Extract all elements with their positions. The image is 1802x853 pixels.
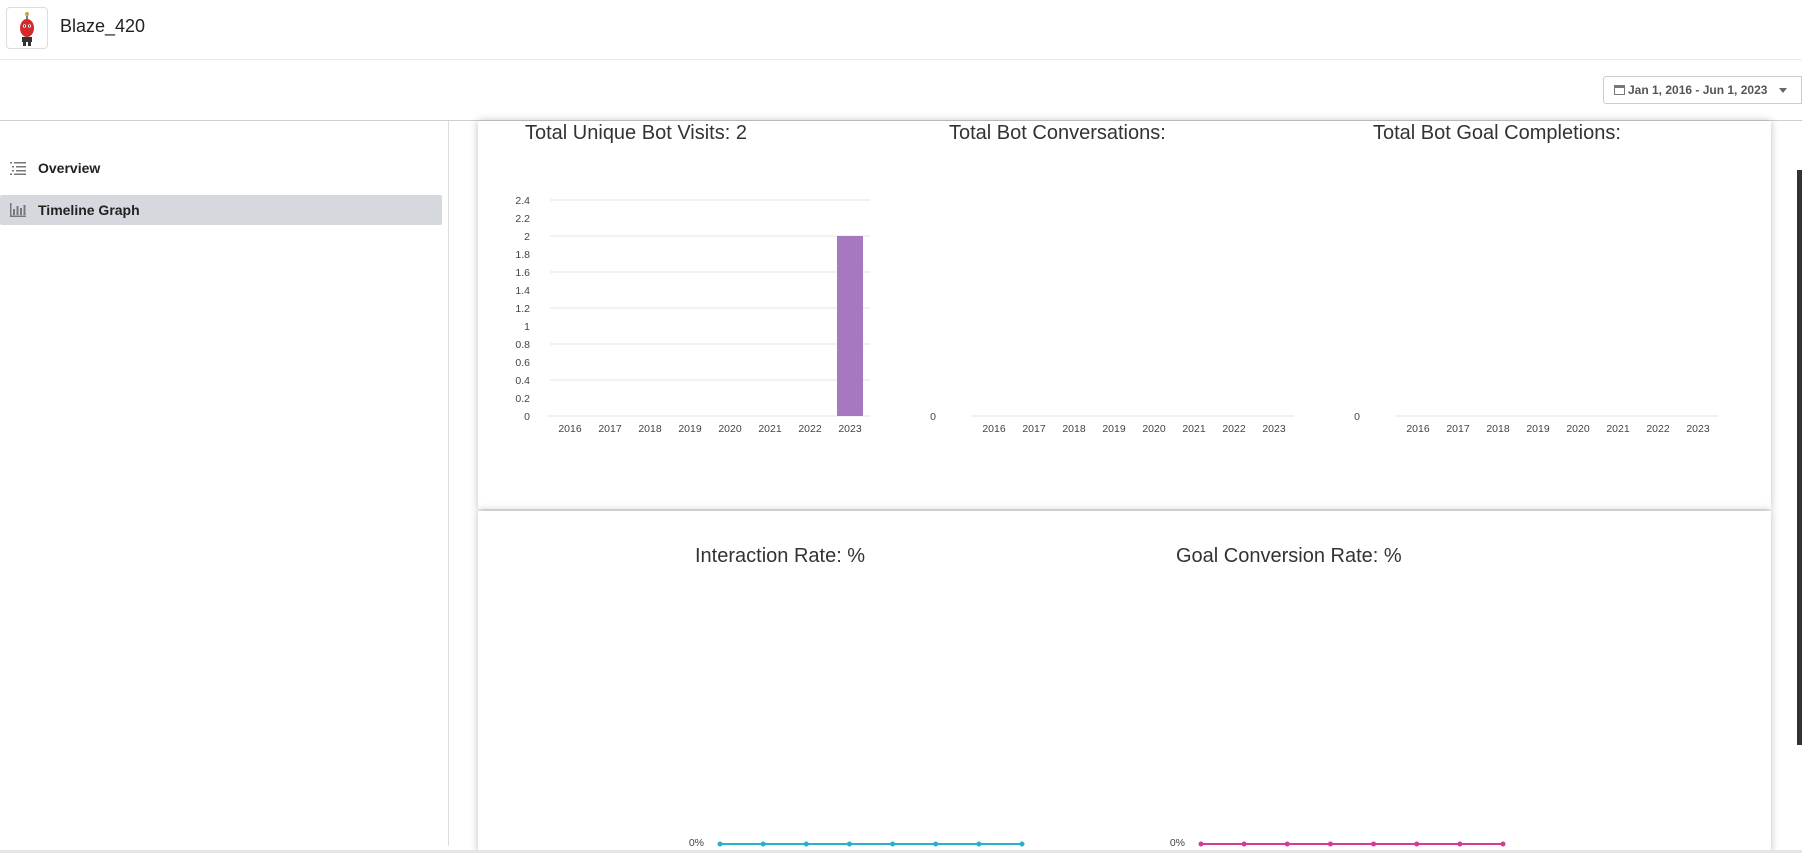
data-point <box>1457 841 1463 847</box>
bar-chart-icon <box>10 203 26 217</box>
y-tick-label: 1 <box>524 321 530 333</box>
list-icon <box>10 162 26 175</box>
conversations-chart: 0 2016 2017 2018 2019 2020 2021 2022 2023 <box>930 411 1294 435</box>
date-range-label: Jan 1, 2016 - Jun 1, 2023 <box>1628 83 1768 97</box>
y-tick-label: 2 <box>524 231 530 243</box>
x-tick-label: 2016 <box>982 423 1006 435</box>
x-tick-label: 2018 <box>1062 423 1086 435</box>
interaction-rate-chart: 0% <box>689 837 1025 849</box>
x-tick-label: 2017 <box>1446 423 1470 435</box>
x-tick-label: 2016 <box>558 423 582 435</box>
x-tick-label: 2016 <box>1406 423 1430 435</box>
x-tick-label: 2023 <box>1262 423 1286 435</box>
y-tick-label: 2.2 <box>515 213 530 225</box>
data-point <box>1371 841 1377 847</box>
red-robot-avatar-icon <box>20 12 34 46</box>
bot-avatar[interactable] <box>6 7 48 49</box>
unique-visits-chart: 0 0.2 0.4 0.6 0.8 1 1.2 1.4 1.6 1.8 2 2.2 2.4 2016 201… <box>515 195 870 435</box>
data-point <box>976 841 982 847</box>
y-tick-label: 0.6 <box>515 357 530 369</box>
y-tick-label: 0% <box>1170 837 1185 849</box>
sidebar-item-label: Overview <box>38 160 101 176</box>
y-tick-label: 0 <box>930 411 936 423</box>
x-tick-label: 2020 <box>1566 423 1590 435</box>
data-point <box>1198 841 1204 847</box>
bot-name: Blaze_420 <box>60 16 146 36</box>
rate-charts-panel: Interaction Rate: % Goal Conversion Rate… <box>478 511 1771 853</box>
top-bar: Blaze_420 <box>0 0 1802 60</box>
y-tick-label: 1.8 <box>515 249 530 261</box>
sidebar-item-timeline-graph[interactable]: Timeline Graph <box>0 195 442 225</box>
caret-down-icon <box>1779 88 1787 93</box>
data-point <box>1327 841 1333 847</box>
y-tick-label: 0.2 <box>515 393 530 405</box>
x-tick-label: 2022 <box>798 423 822 435</box>
sidebar-item-label: Timeline Graph <box>38 202 140 218</box>
data-point <box>760 841 766 847</box>
data-point <box>1284 841 1290 847</box>
y-tick-label: 0% <box>689 837 704 849</box>
x-tick-label: 2018 <box>638 423 662 435</box>
sidebar: Overview Timeline Graph <box>0 121 449 846</box>
data-point <box>1241 841 1247 847</box>
filter-bar: Jan 1, 2016 - Jun 1, 2023 <box>0 60 1802 121</box>
x-tick-label: 2022 <box>1222 423 1246 435</box>
x-tick-label: 2017 <box>598 423 622 435</box>
x-tick-label: 2019 <box>1102 423 1126 435</box>
goal-completions-title: Total Bot Goal Completions: <box>1373 122 1621 144</box>
x-tick-label: 2020 <box>718 423 742 435</box>
goal-completions-chart: 0 2016 2017 2018 2019 2020 2021 2022 2023 <box>1354 411 1718 435</box>
y-tick-label: 1.4 <box>515 285 530 297</box>
sidebar-item-overview[interactable]: Overview <box>0 153 442 183</box>
y-tick-label: 1.6 <box>515 267 530 279</box>
calendar-icon <box>1614 85 1625 95</box>
x-tick-label: 2017 <box>1022 423 1046 435</box>
x-tick-label: 2018 <box>1486 423 1510 435</box>
scrollbar[interactable] <box>1797 170 1802 745</box>
date-range-picker[interactable]: Jan 1, 2016 - Jun 1, 2023 <box>1603 76 1802 104</box>
x-tick-label: 2021 <box>1606 423 1630 435</box>
x-tick-label: 2019 <box>678 423 702 435</box>
x-tick-label: 2023 <box>1686 423 1710 435</box>
goal-conversion-rate-title: Goal Conversion Rate: % <box>1176 545 1402 567</box>
data-point <box>717 841 723 847</box>
x-tick-label: 2022 <box>1646 423 1670 435</box>
data-point <box>1019 841 1025 847</box>
y-tick-label: 0.4 <box>515 375 530 387</box>
y-tick-label: 2.4 <box>515 195 530 207</box>
data-point <box>1414 841 1420 847</box>
interaction-rate-title: Interaction Rate: % <box>695 545 866 567</box>
goal-conversion-rate-chart: 0% <box>1170 837 1506 849</box>
summary-charts-panel: Total Unique Bot Visits: 2 Total Bot Con… <box>478 121 1771 509</box>
data-point <box>933 841 939 847</box>
unique-visits-title: Total Unique Bot Visits: 2 <box>525 122 747 144</box>
y-tick-label: 0 <box>524 411 530 423</box>
x-tick-label: 2021 <box>758 423 782 435</box>
y-tick-label: 1.2 <box>515 303 530 315</box>
y-tick-label: 0.8 <box>515 339 530 351</box>
data-point <box>803 841 809 847</box>
data-point <box>1500 841 1506 847</box>
conversations-title: Total Bot Conversations: <box>949 122 1166 144</box>
bar-2023 <box>837 236 863 416</box>
y-tick-label: 0 <box>1354 411 1360 423</box>
bottom-divider <box>0 850 1802 853</box>
x-tick-label: 2023 <box>838 423 862 435</box>
data-point <box>890 841 896 847</box>
x-tick-label: 2021 <box>1182 423 1206 435</box>
x-tick-label: 2019 <box>1526 423 1550 435</box>
x-tick-label: 2020 <box>1142 423 1166 435</box>
data-point <box>846 841 852 847</box>
